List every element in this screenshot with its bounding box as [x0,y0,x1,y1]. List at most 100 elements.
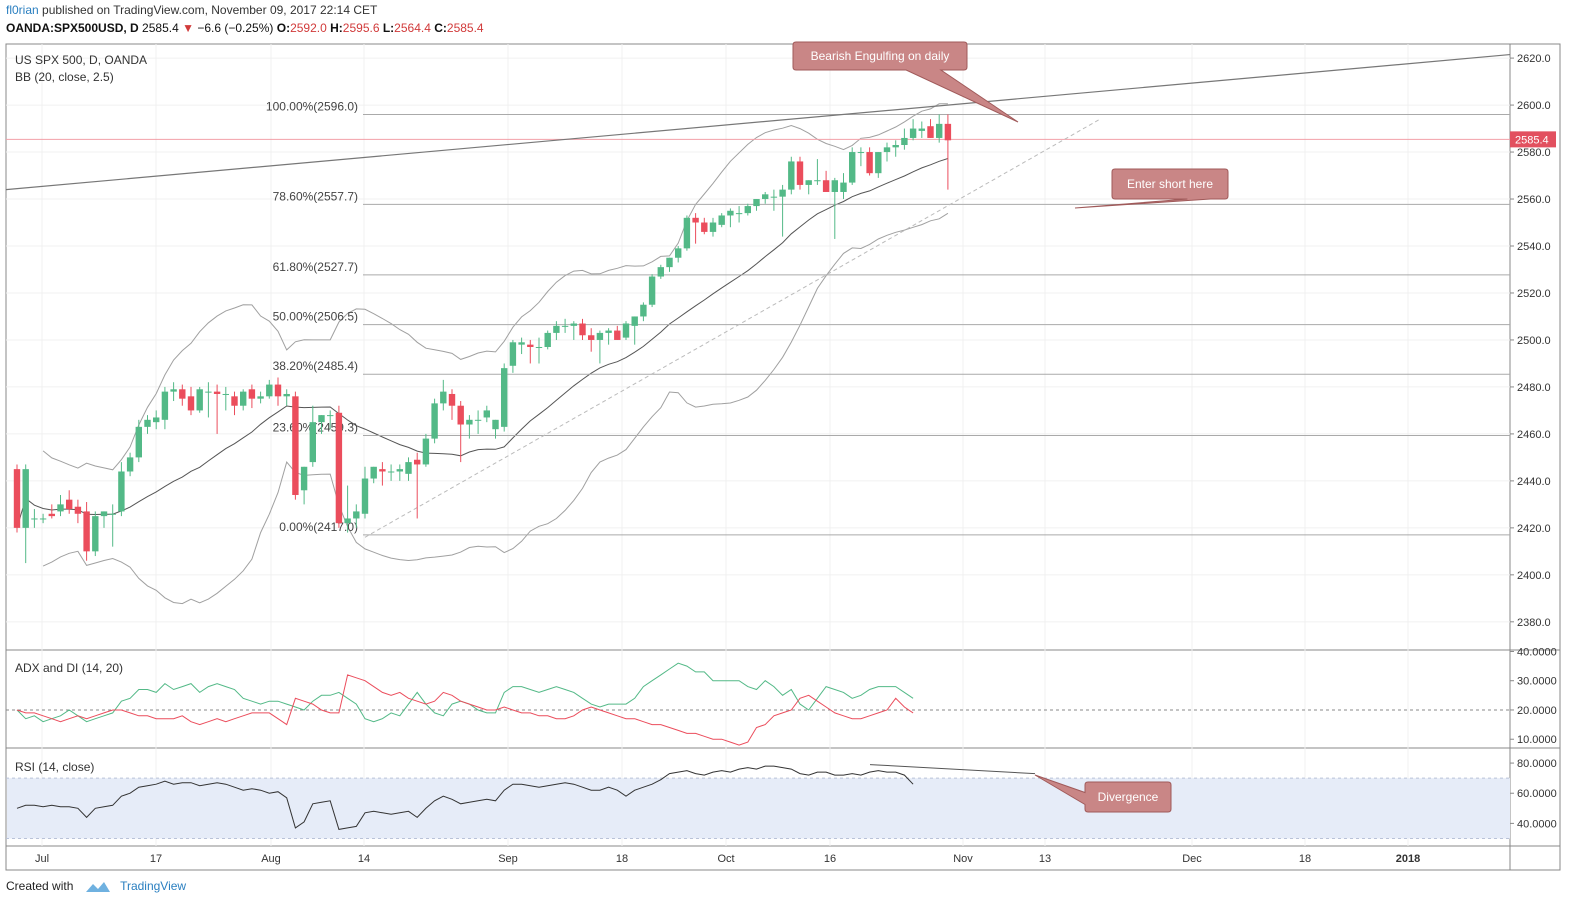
candle-body [405,462,412,474]
candle-body [179,389,186,399]
candle-body [648,276,656,305]
candle-body [579,323,586,336]
candle-body [300,466,308,491]
candle-body [31,518,38,520]
adx-y-tick-label: 10.0000 [1517,734,1557,746]
candle-body [92,516,99,552]
candle-body [892,145,899,148]
y-tick-label: 2440.0 [1517,476,1551,488]
x-tick-label: 2018 [1396,853,1420,865]
callout-enter-short: Enter short here [1074,168,1229,209]
bb-upper-band [42,103,948,471]
y-tick-label: 2380.0 [1517,617,1551,629]
candle-body [109,513,116,515]
candle-body [501,368,508,427]
candle-body [770,196,778,198]
candle-body [883,147,891,153]
trend-line [5,53,1511,191]
candle-body [213,391,221,394]
candle-body [448,393,456,406]
open-value: 2592.0 [290,21,327,35]
bb-indicator-label: BB (20, close, 2.5) [15,70,114,84]
candle-body [927,126,934,138]
callout-bearish-engulfing-shape [792,41,1019,123]
candle-body [100,511,108,517]
candle-body [901,137,908,145]
rsi-y-tick-label: 40.0000 [1517,818,1557,830]
tradingview-link[interactable]: TradingView [120,879,187,893]
candle-body [222,393,229,395]
candle-body [831,180,838,192]
candle-body [701,222,708,232]
candle-body [414,459,421,465]
candle-body [57,504,64,512]
callout-enter-short-text: Enter short here [1127,177,1213,191]
candle-body [422,438,430,465]
candle-body [509,342,517,366]
candle-body [840,182,847,192]
fib-level-label: 50.00%(2506.5) [273,310,358,324]
candle-body [231,396,238,406]
price-change: −6.6 (−0.25%) [197,21,274,35]
candle-body [353,511,360,519]
candle-body [74,506,82,514]
last-price: 2585.4 [142,21,179,35]
candle-body [457,405,464,425]
candle-body [779,189,786,197]
candle-body [66,499,73,510]
created-with-text: Created with [6,879,74,893]
candle-body [240,391,247,406]
candle-body [13,469,21,528]
candle-body [187,396,195,411]
fib-level-label: 38.20%(2485.4) [273,359,358,373]
candle-body [561,325,569,327]
candle-body [605,330,612,333]
adx-y-tick-label: 30.0000 [1517,676,1557,688]
candle-body [318,415,325,423]
adx-title: ADX and DI (14, 20) [15,661,123,675]
last-price-tag-label: 2585.4 [1515,134,1549,146]
candle-body [161,391,169,420]
candle-body [657,267,664,277]
candle-body [492,419,499,430]
rsi-line [16,765,914,830]
high-label: H: [330,21,343,35]
last-price-tag [1510,131,1556,148]
candle-body [474,419,482,421]
candle-body [309,422,316,463]
candle-body [274,384,282,397]
candle-body [518,342,525,345]
x-tick-label: 17 [150,853,162,865]
bb-lower-band [42,212,949,605]
candle-body [257,396,264,399]
candle-body [396,469,403,472]
low-value: 2564.4 [394,21,431,35]
candle-body [788,161,795,190]
candle-body [936,123,943,138]
low-label: L: [382,21,395,35]
x-tick-label: Nov [953,853,973,865]
candle-body [822,180,830,192]
candle-body [805,180,812,185]
x-tick-label: Oct [717,853,734,865]
candle-body [483,410,490,418]
candle-body [126,457,134,472]
candle-body [327,415,334,417]
author-link[interactable]: fl0rian [6,3,39,17]
candle-body [335,412,343,524]
footer: Created with TradingView [6,879,186,894]
candle-body [857,152,865,154]
tradingview-logo-icon [85,881,110,892]
fib-level-label: 0.00%(2417.0) [279,520,358,534]
chart-frame [5,43,1561,871]
callout-divergence: Divergence [1034,774,1172,813]
y-tick-label: 2600.0 [1517,100,1551,112]
fib-level-label: 61.80%(2527.7) [273,260,358,274]
adx-y-tick-label: 20.0000 [1517,705,1557,717]
x-tick-label: Dec [1182,853,1202,865]
candle-body [431,403,438,439]
divergence-line [869,764,1036,775]
callout-divergence-shape [1034,774,1172,813]
candle-body [283,393,290,397]
